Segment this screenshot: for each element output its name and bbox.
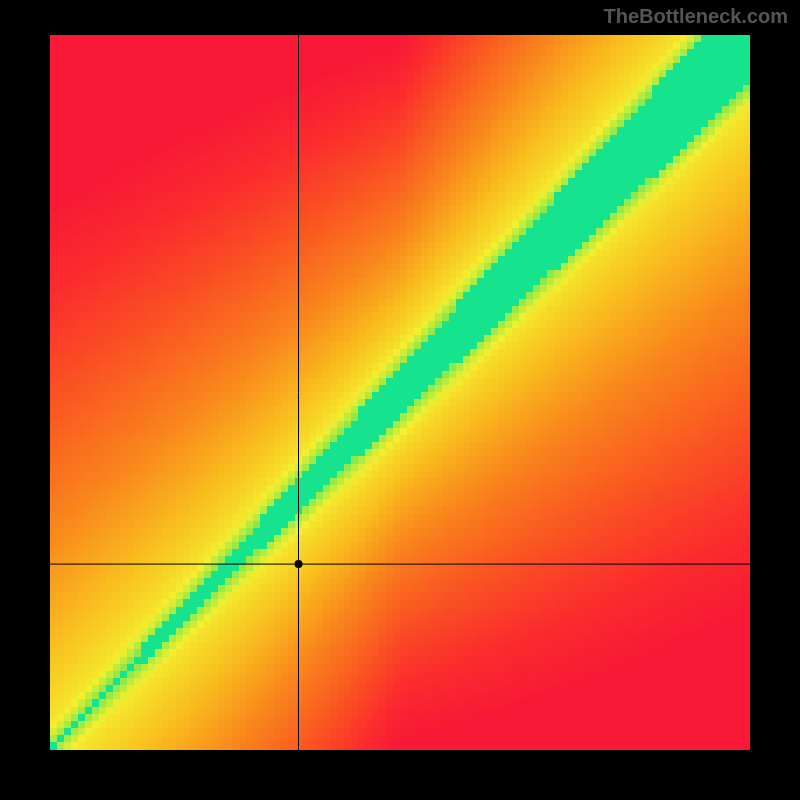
watermark-text: TheBottleneck.com bbox=[604, 6, 788, 29]
chart-container: TheBottleneck.com bbox=[0, 0, 800, 800]
heatmap-canvas bbox=[50, 35, 750, 750]
plot-area bbox=[50, 35, 750, 750]
